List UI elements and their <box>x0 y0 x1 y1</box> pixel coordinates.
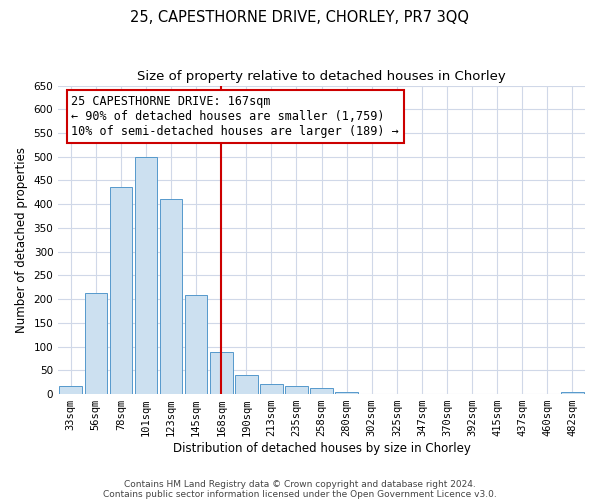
Bar <box>110 186 132 394</box>
Bar <box>185 296 208 394</box>
Bar <box>85 293 107 394</box>
Y-axis label: Number of detached properties: Number of detached properties <box>15 147 28 333</box>
Bar <box>561 392 584 394</box>
Bar <box>160 200 182 394</box>
Bar <box>285 386 308 394</box>
Text: 25, CAPESTHORNE DRIVE, CHORLEY, PR7 3QQ: 25, CAPESTHORNE DRIVE, CHORLEY, PR7 3QQ <box>131 10 470 25</box>
Bar <box>134 157 157 394</box>
Bar <box>210 352 233 394</box>
Bar <box>310 388 333 394</box>
X-axis label: Distribution of detached houses by size in Chorley: Distribution of detached houses by size … <box>173 442 470 455</box>
Bar <box>59 386 82 394</box>
Bar <box>260 384 283 394</box>
Bar <box>335 392 358 394</box>
Title: Size of property relative to detached houses in Chorley: Size of property relative to detached ho… <box>137 70 506 83</box>
Text: 25 CAPESTHORNE DRIVE: 167sqm
← 90% of detached houses are smaller (1,759)
10% of: 25 CAPESTHORNE DRIVE: 167sqm ← 90% of de… <box>71 95 399 138</box>
Text: Contains HM Land Registry data © Crown copyright and database right 2024.
Contai: Contains HM Land Registry data © Crown c… <box>103 480 497 499</box>
Bar <box>235 375 257 394</box>
